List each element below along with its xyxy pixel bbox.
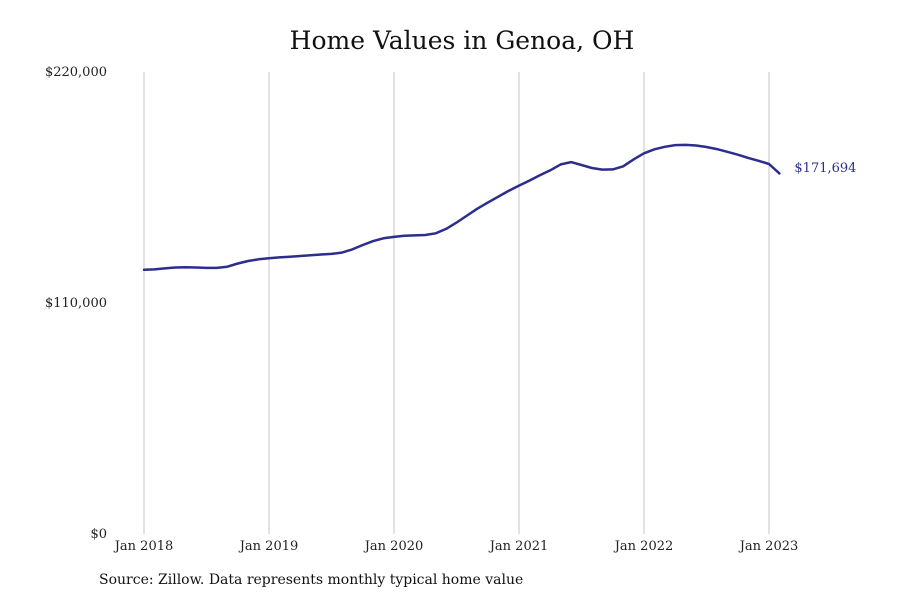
y-tick-label: $220,000 — [45, 65, 107, 80]
x-tick-label: Jan 2020 — [363, 539, 424, 554]
x-tick-label: Jan 2022 — [613, 539, 674, 554]
x-tick-label: Jan 2023 — [738, 539, 799, 554]
x-axis-tick-labels: Jan 2018 Jan 2019 Jan 2020 Jan 2021 Jan 2022… — [113, 539, 799, 554]
y-tick-label: $110,000 — [45, 296, 107, 311]
chart-title: Home Values in Genoa, OH — [289, 26, 635, 55]
grid-lines — [143, 72, 770, 534]
series-line — [142, 143, 781, 272]
source-note: Source: Zillow. Data represents monthly … — [99, 572, 524, 588]
y-axis-tick-labels: $0 $110,000 $220,000 — [45, 65, 107, 542]
x-tick-label: Jan 2021 — [488, 539, 549, 554]
y-tick-label: $0 — [90, 527, 107, 542]
last-value-label: $171,694 — [794, 161, 856, 176]
x-tick-label: Jan 2018 — [113, 539, 174, 554]
series-layer — [142, 143, 781, 272]
x-tick-label: Jan 2019 — [238, 539, 299, 554]
